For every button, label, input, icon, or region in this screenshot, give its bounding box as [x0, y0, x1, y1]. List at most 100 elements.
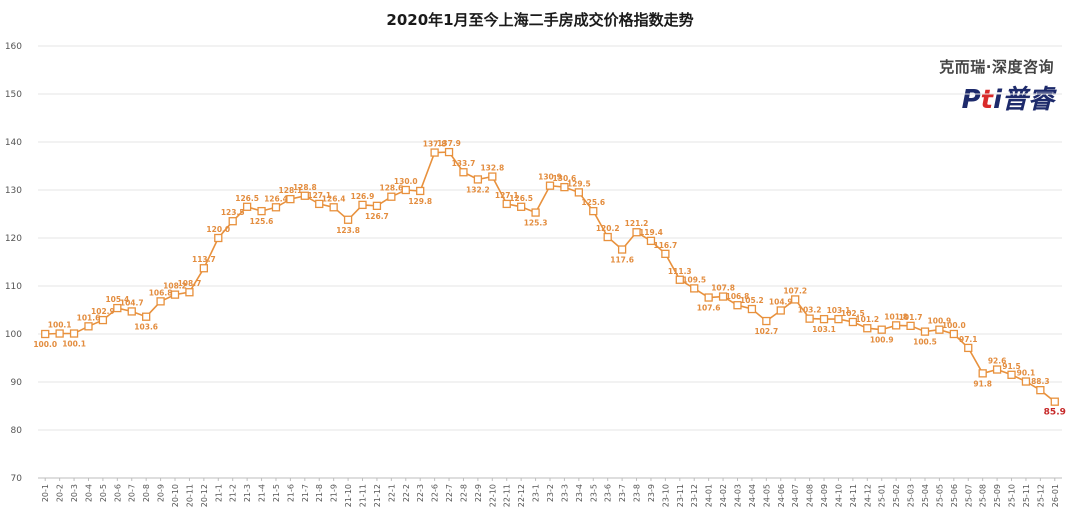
x-tick-label: 21-2: [229, 484, 238, 502]
data-label: 126.4: [322, 194, 346, 203]
data-label: 125.3: [524, 219, 548, 228]
data-label: 104.9: [769, 297, 793, 306]
data-label: 126.9: [351, 192, 375, 201]
data-label: 90.1: [1017, 369, 1036, 378]
x-tick-label: 26-01: [1051, 484, 1060, 507]
data-label: 127.1: [495, 191, 519, 200]
data-label: 100.1: [48, 321, 72, 330]
data-label: 91.5: [1002, 362, 1021, 371]
data-label: 126.5: [509, 194, 533, 203]
data-label: 100.0: [942, 321, 966, 330]
data-point: [646, 236, 656, 246]
x-tick-label: 24-06: [777, 484, 786, 507]
x-tick-label: 20-3: [70, 484, 79, 502]
x-tick-label: 21-4: [258, 484, 267, 502]
x-tick-label: 25-06: [950, 484, 959, 507]
x-tick-label: 20-5: [99, 484, 108, 502]
x-tick-label: 24-12: [863, 484, 872, 507]
y-tick-label: 110: [5, 282, 22, 292]
data-label: 121.2: [625, 219, 649, 228]
data-point: [603, 232, 612, 242]
data-point: [142, 312, 151, 321]
data-label: 103.2: [798, 306, 822, 315]
data-point: [271, 203, 281, 212]
x-tick-label: 22-12: [517, 484, 526, 507]
x-tick-label: 21-8: [315, 484, 324, 502]
x-tick-label: 20-11: [185, 484, 194, 507]
data-point: [228, 217, 237, 226]
x-tick-label: 20-2: [56, 484, 65, 502]
x-tick-label: 22-1: [387, 484, 396, 502]
data-label: 119.4: [639, 228, 663, 237]
data-label: 126.5: [235, 194, 259, 203]
data-point: [343, 215, 353, 224]
y-tick-label: 120: [5, 234, 22, 244]
x-tick-label: 24-05: [762, 484, 771, 507]
data-label: 102.5: [841, 309, 865, 318]
x-tick-label: 21-7: [301, 484, 310, 502]
x-tick-label: 25-11: [1022, 484, 1031, 507]
data-point: [416, 186, 425, 196]
brand-watermark: 克而瑞·深度咨询 Pti普睿: [939, 56, 1054, 116]
data-point: [1021, 377, 1031, 386]
data-point: [41, 329, 50, 339]
data-point: [776, 306, 785, 315]
data-point: [459, 168, 468, 177]
data-point: [156, 297, 165, 306]
data-point: [170, 290, 180, 299]
x-tick-label: 21-12: [373, 484, 382, 507]
data-label: 85.9: [1044, 408, 1066, 418]
x-tick-label: 25-04: [921, 484, 930, 507]
data-point: [473, 175, 483, 184]
data-point: [935, 325, 944, 334]
data-point: [84, 322, 93, 331]
data-point: [704, 293, 713, 302]
x-tick-label: 20-12: [200, 484, 209, 507]
data-point: [502, 199, 511, 209]
data-label: 100.9: [928, 317, 952, 326]
x-tick-label: 23-8: [633, 484, 642, 502]
data-point: [242, 202, 252, 211]
x-tick-label: 25-09: [993, 484, 1002, 507]
data-label: 100.1: [62, 340, 86, 349]
data-label: 107.8: [711, 284, 735, 293]
brand-logo: Pti普睿: [939, 79, 1054, 116]
x-tick-label: 20-6: [113, 484, 122, 502]
data-label: 137.8: [423, 140, 447, 149]
x-tick-label: 21-1: [214, 484, 223, 502]
data-point: [185, 288, 194, 297]
data-label: 111.3: [668, 267, 692, 276]
data-point: [430, 148, 439, 157]
data-point: [444, 147, 454, 157]
data-label: 117.6: [610, 256, 634, 265]
data-point: [1007, 370, 1016, 379]
data-point: [55, 329, 64, 338]
x-tick-label: 22-10: [488, 484, 497, 507]
x-tick-label: 21-9: [330, 484, 339, 502]
x-tick-label: 25-07: [964, 484, 973, 507]
data-label: 109.5: [682, 275, 706, 284]
data-label: 113.7: [192, 255, 216, 264]
data-point: [992, 365, 1002, 374]
data-label: 129.5: [567, 179, 591, 188]
data-point: [113, 303, 122, 313]
data-label: 92.6: [988, 357, 1007, 366]
data-label: 116.7: [654, 241, 678, 250]
x-tick-label: 22-9: [474, 484, 483, 502]
data-point: [617, 245, 627, 254]
data-point: [791, 295, 800, 304]
data-label: 126.7: [365, 212, 389, 221]
y-tick-label: 90: [11, 378, 23, 388]
data-label: 102.9: [91, 307, 115, 316]
data-label: 101.2: [855, 315, 879, 324]
x-tick-label: 23-4: [575, 484, 584, 502]
data-label: 105.2: [740, 296, 764, 305]
data-label: 133.7: [452, 159, 476, 168]
x-tick-label: 24-08: [806, 484, 815, 507]
y-tick-label: 130: [5, 186, 22, 196]
x-tick-label: 23-7: [618, 484, 627, 502]
data-markers: [41, 147, 1059, 406]
data-label: 107.6: [697, 304, 721, 313]
x-tick-label: 25-08: [979, 484, 988, 507]
data-label: 128.1: [279, 186, 303, 195]
